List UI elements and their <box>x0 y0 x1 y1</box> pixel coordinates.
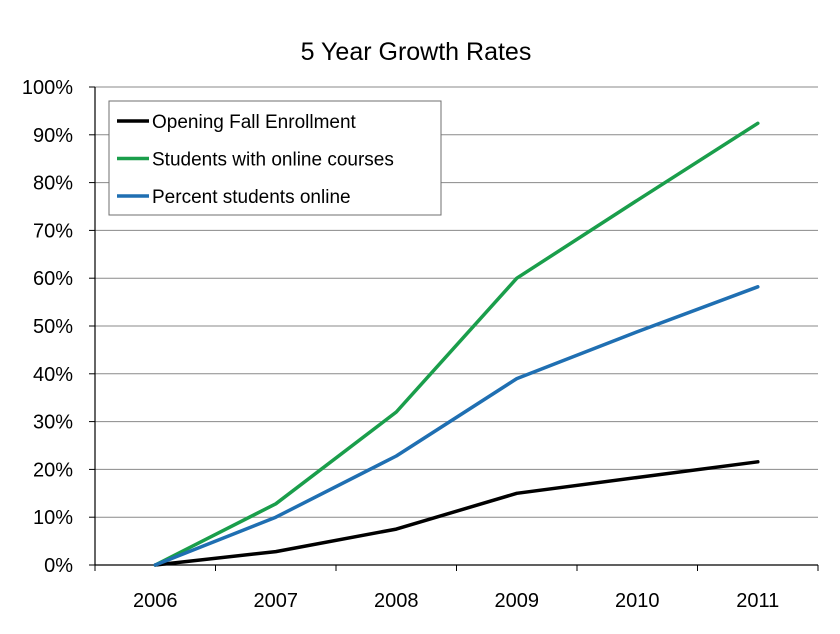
y-tick-label: 30% <box>33 412 73 434</box>
y-tick-label: 0% <box>44 555 73 577</box>
y-tick-label: 100% <box>22 77 73 99</box>
y-tick-label: 80% <box>33 173 73 195</box>
x-tick-label: 2007 <box>254 590 299 612</box>
chart-title: 5 Year Growth Rates <box>301 38 532 66</box>
gridlines <box>95 86 818 518</box>
x-tick-label: 2006 <box>133 590 178 612</box>
series-line <box>153 285 760 567</box>
legend-label: Opening Fall Enrollment <box>152 112 357 133</box>
x-tick-label: 2011 <box>736 590 779 612</box>
legend-label: Percent students online <box>152 187 351 208</box>
x-tick-labels: 2006 2007 2008 2009 2010 2011 <box>133 590 779 612</box>
legend: Opening Fall Enrollment Students with onl… <box>108 100 442 216</box>
legend-label: Students with online courses <box>152 150 394 171</box>
y-tick-label: 20% <box>33 459 73 481</box>
y-tick-label: 90% <box>33 125 73 147</box>
x-tick-label: 2010 <box>615 590 660 612</box>
y-tick-label: 10% <box>33 507 73 529</box>
x-tick-label: 2009 <box>495 590 540 612</box>
series-line <box>153 460 760 567</box>
y-tick-label: 50% <box>33 316 73 338</box>
legend-box <box>108 100 442 216</box>
series-line <box>153 121 760 567</box>
axes <box>89 86 819 571</box>
y-tick-label: 70% <box>33 220 73 242</box>
x-tick-label: 2008 <box>374 590 419 612</box>
y-tick-labels: 0% 10% 20% 30% 40% 50% 60% 70% 80% 90% 100% <box>22 77 73 577</box>
y-tick-label: 40% <box>33 364 73 386</box>
y-tick-label: 60% <box>33 268 73 290</box>
series-lines <box>153 121 760 567</box>
